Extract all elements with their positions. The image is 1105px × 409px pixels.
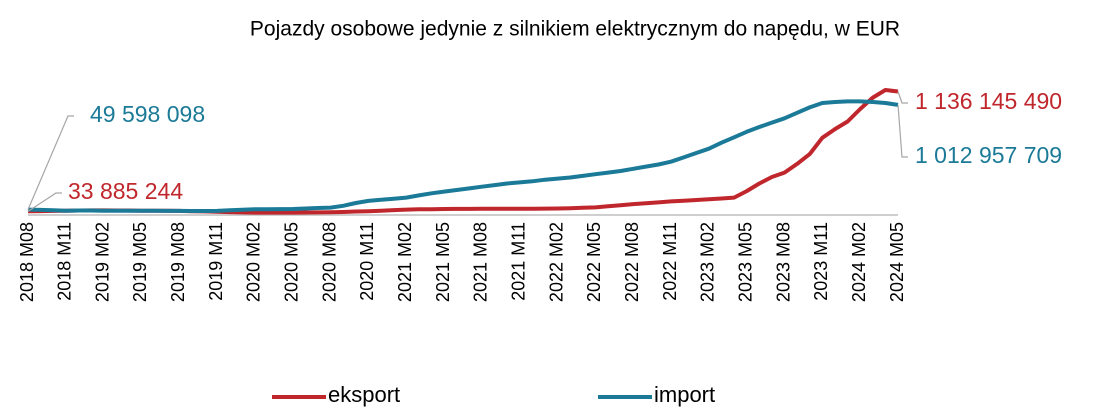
x-tick-label: 2019 M02 xyxy=(92,222,112,302)
series-line xyxy=(27,99,899,213)
x-tick-label: 2022 M02 xyxy=(546,222,566,302)
x-tick-label: 2022 M08 xyxy=(622,222,642,302)
leader-line xyxy=(27,192,62,212)
x-tick-label: 2021 M08 xyxy=(471,222,491,302)
x-tick-label: 2022 M05 xyxy=(584,222,604,302)
data-label: 1 012 957 709 xyxy=(915,142,1062,168)
legend-label: import xyxy=(654,382,715,407)
x-tick-label: 2020 M08 xyxy=(319,222,339,302)
x-tick-label: 2018 M08 xyxy=(17,222,37,302)
x-tick-label: 2019 M08 xyxy=(168,222,188,302)
x-tick-label: 2020 M02 xyxy=(244,222,264,302)
legend-label: eksport xyxy=(328,382,400,407)
leader-line xyxy=(897,91,908,104)
x-tick-label: 2019 M11 xyxy=(206,222,226,301)
data-label: 49 598 098 xyxy=(90,101,205,127)
x-tick-label: 2023 M08 xyxy=(773,222,793,302)
x-tick-label: 2023 M05 xyxy=(735,222,755,302)
x-tick-label: 2023 M11 xyxy=(811,222,831,301)
leader-line xyxy=(27,115,74,210)
x-tick-label: 2020 M11 xyxy=(357,222,377,301)
x-tick-label: 2021 M11 xyxy=(508,222,528,301)
data-label: 33 885 244 xyxy=(68,178,183,204)
x-tick-label: 2018 M11 xyxy=(55,222,75,301)
leader-line xyxy=(897,104,908,158)
x-tick-label: 2021 M02 xyxy=(395,222,415,302)
x-tick-label: 2024 M05 xyxy=(887,222,907,302)
x-tick-label: 2024 M02 xyxy=(849,222,869,302)
chart-title: Pojazdy osobowe jedynie z silnikiem elek… xyxy=(250,18,900,41)
x-tick-label: 2019 M05 xyxy=(130,222,150,302)
data-label: 1 136 145 490 xyxy=(915,88,1062,114)
x-tick-label: 2020 M05 xyxy=(282,222,302,302)
x-tick-label: 2023 M02 xyxy=(698,222,718,302)
x-tick-label: 2022 M11 xyxy=(660,222,680,301)
x-tick-label: 2021 M05 xyxy=(433,222,453,302)
